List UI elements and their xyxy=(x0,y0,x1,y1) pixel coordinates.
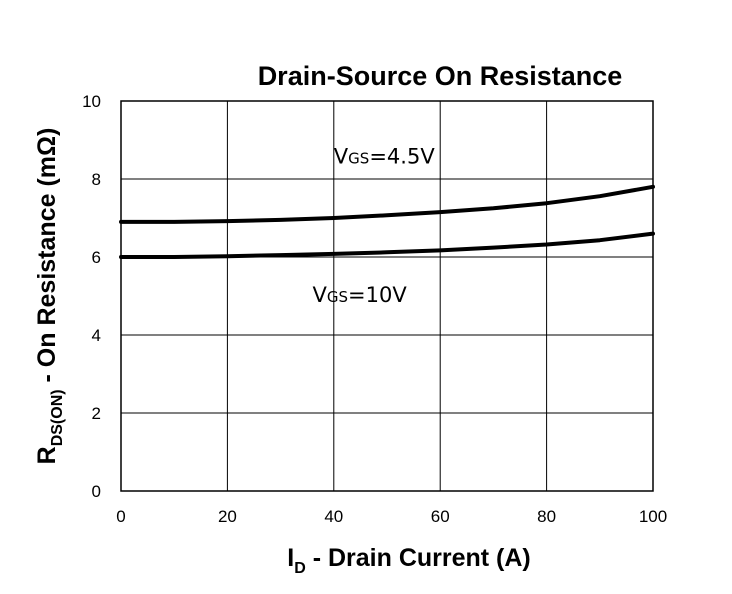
y-tick-label: 0 xyxy=(92,482,101,501)
x-tick-label: 80 xyxy=(537,507,556,526)
x-tick-label: 60 xyxy=(431,507,450,526)
y-axis-label: RDS(ON) - On Resistance (mΩ) xyxy=(33,128,66,465)
series-annotation: VGS=10V xyxy=(313,283,408,307)
x-tick-labels: 0 20 40 60 80 100 xyxy=(116,507,667,526)
y-tick-label: 6 xyxy=(92,248,101,267)
x-tick-label: 0 xyxy=(116,507,125,526)
x-tick-label: 20 xyxy=(218,507,237,526)
y-tick-label: 4 xyxy=(92,326,101,345)
x-axis-label-rest: - Drain Current (A) xyxy=(306,544,531,572)
y-axis-label-sub: DS(ON) xyxy=(49,389,66,446)
plot-frame xyxy=(120,100,654,492)
y-tick-labels: 0 2 4 6 8 10 xyxy=(82,92,101,501)
chart-title: Drain-Source On Resistance xyxy=(258,61,623,91)
y-axis-label-rest: - On Resistance (mΩ) xyxy=(33,128,61,390)
annotation-sub: GS xyxy=(327,288,348,306)
annotation-main: V xyxy=(313,283,328,307)
annotation-main: V xyxy=(334,144,349,168)
y-tick-label: 2 xyxy=(92,404,101,423)
x-axis-label-sub: D xyxy=(294,560,306,577)
annotation-rest: =10V xyxy=(348,283,407,307)
y-tick-label: 8 xyxy=(92,170,101,189)
series-annotation: VGS=4.5V xyxy=(334,144,436,168)
y-axis-label-main: R xyxy=(33,446,61,464)
x-tick-label: 40 xyxy=(324,507,343,526)
annotation-rest: =4.5V xyxy=(369,144,435,168)
x-axis-label: ID - Drain Current (A) xyxy=(287,544,531,577)
series-line-vgs-10v xyxy=(119,231,655,259)
y-tick-label: 10 xyxy=(82,92,101,111)
annotation-sub: GS xyxy=(348,149,369,167)
series-line-vgs-4-5v xyxy=(119,184,655,224)
x-axis-label-main: I xyxy=(287,544,294,572)
series-layer xyxy=(119,184,655,259)
x-tick-label: 100 xyxy=(639,507,667,526)
